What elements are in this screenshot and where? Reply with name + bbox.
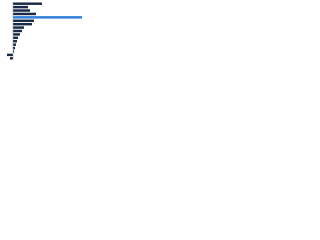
bar — [13, 2, 42, 5]
bar — [13, 5, 28, 9]
bar — [13, 19, 34, 22]
bar — [13, 9, 30, 12]
bar — [10, 57, 13, 60]
bar — [13, 36, 18, 40]
bar — [13, 29, 22, 33]
bar — [7, 53, 13, 57]
bar — [13, 12, 36, 16]
bar — [13, 26, 24, 29]
bar — [13, 16, 82, 19]
bar — [13, 50, 14, 53]
chart — [7, 2, 82, 60]
bar — [13, 43, 16, 46]
bar — [13, 46, 15, 50]
bar — [13, 40, 17, 43]
bar — [13, 22, 32, 26]
bar — [13, 33, 20, 36]
